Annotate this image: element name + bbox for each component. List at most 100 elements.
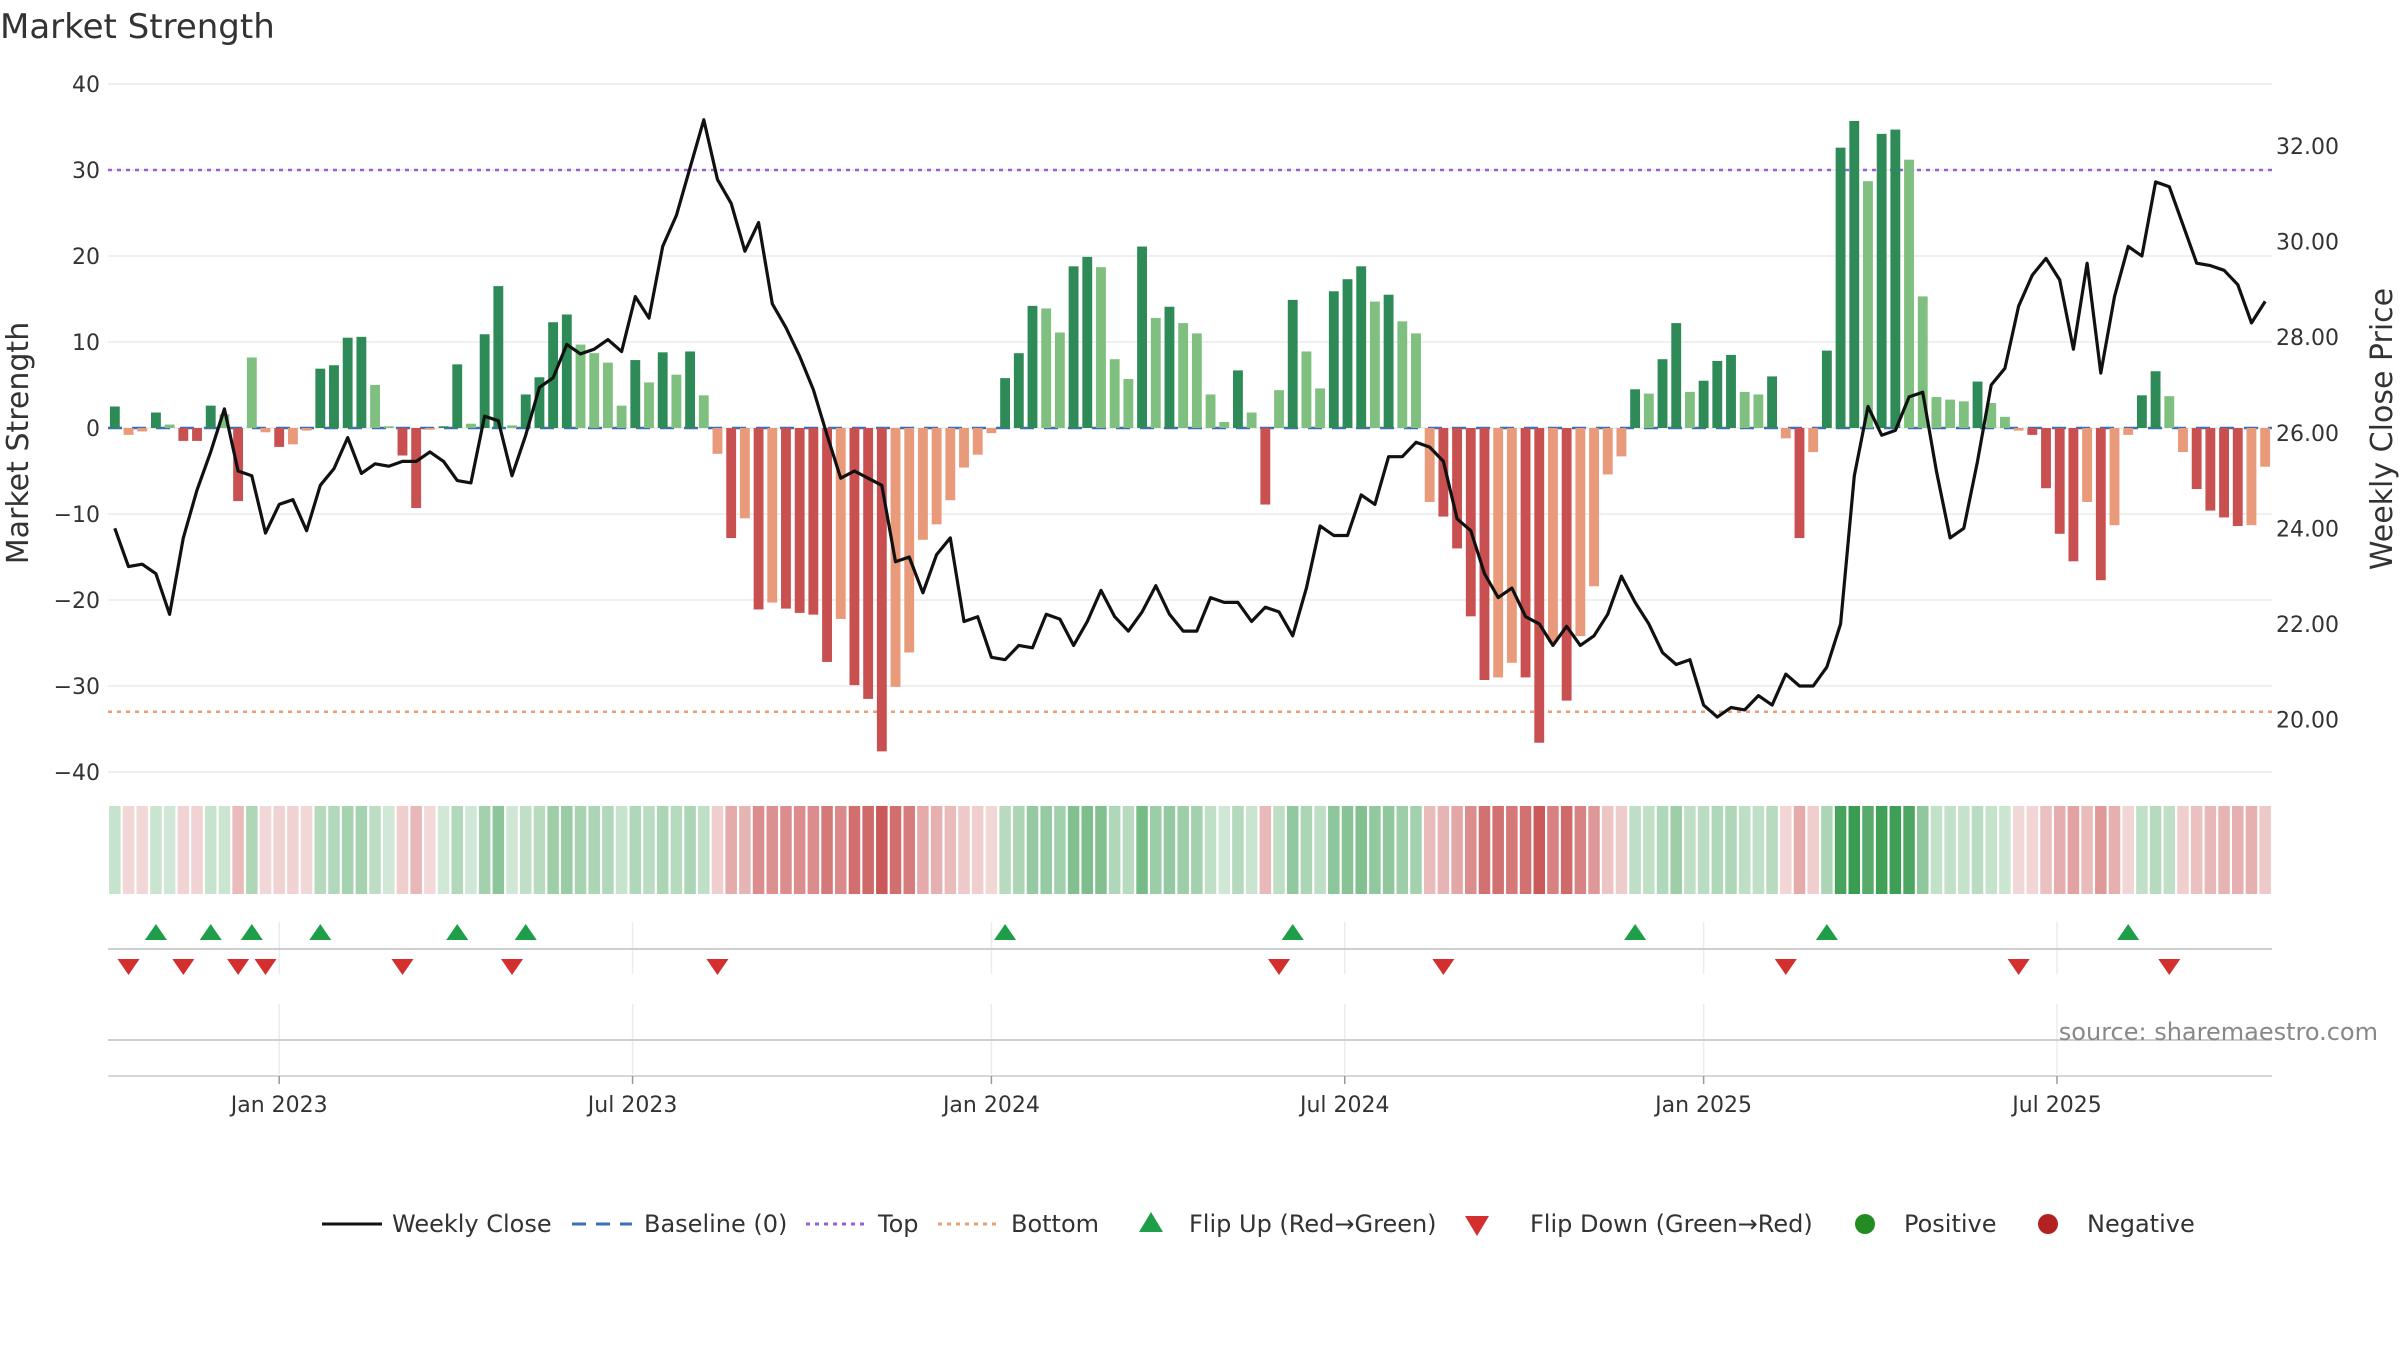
heat-cell (1793, 806, 1806, 894)
strength-bar (1150, 317, 1161, 428)
heat-cell (1916, 806, 1929, 894)
strength-bar (2082, 428, 2093, 502)
heat-cell (273, 806, 285, 894)
legend-bottom: Bottom (1011, 1210, 1099, 1238)
heat-cell (2259, 806, 2271, 894)
strength-bar (178, 428, 189, 441)
legend-flip-down-icon (1465, 1216, 1489, 1236)
strength-bar (561, 314, 572, 428)
heat-cell (1163, 806, 1176, 894)
strength-bars (109, 120, 2271, 752)
strength-bar (1890, 129, 1901, 428)
strength-bar (1575, 428, 1586, 637)
strength-bar (808, 428, 819, 615)
heat-cell (2190, 806, 2203, 894)
heat-cell (1738, 806, 1751, 894)
heat-cell (1232, 806, 1244, 894)
strength-bar (164, 424, 175, 428)
strength-bar (794, 428, 805, 613)
strength-bar (1000, 378, 1011, 428)
strength-bar (2232, 428, 2243, 527)
heat-cell (2218, 806, 2230, 894)
strength-bar (2095, 428, 2106, 581)
legend: Weekly Close Baseline (0) Top Bottom Fli… (322, 1210, 2195, 1238)
x-axis-ticks: Jan 2023 Jul 2023 Jan 2024 Jul 2024 Jan 2025… (229, 1076, 2102, 1118)
strength-bar (644, 382, 654, 428)
strength-bar (1383, 294, 1394, 428)
heat-cell (1177, 806, 1189, 894)
heat-cell (834, 806, 847, 894)
strength-bar (1534, 428, 1545, 743)
x-tick-label: Jan 2025 (1653, 1093, 1752, 1118)
heat-cell (1136, 806, 1148, 894)
heat-cell (259, 806, 272, 894)
heat-cell (2136, 806, 2148, 894)
heat-cell (1478, 806, 1491, 894)
heat-cell (2026, 806, 2039, 894)
flip-up-marker (199, 924, 222, 940)
strength-bar (1986, 403, 1997, 428)
heat-cell (1273, 806, 1285, 894)
strength-bar (1616, 428, 1627, 457)
heat-cell (1259, 806, 1272, 894)
strength-bar (835, 428, 846, 619)
strength-bar (1712, 360, 1723, 428)
heat-cell (793, 806, 806, 894)
heat-cell (1821, 806, 1833, 894)
flip-markers (108, 922, 2272, 975)
legend-baseline: Baseline (0) (644, 1210, 787, 1238)
strength-bar (301, 428, 312, 431)
strength-bar (1904, 159, 1914, 428)
heat-cell (424, 806, 436, 894)
heat-cell (766, 806, 779, 894)
legend-negative-icon (2038, 1214, 2058, 1234)
flip-up-marker (1624, 924, 1647, 940)
heat-cell (698, 806, 710, 894)
heat-cell (848, 806, 861, 894)
strength-bar (2027, 428, 2038, 435)
strength-bar (1369, 301, 1380, 428)
strength-bar (1684, 391, 1695, 428)
y-tick-label: 40 (72, 73, 100, 98)
heat-cell (643, 806, 655, 894)
strength-bar (698, 395, 709, 428)
strength-bar (1274, 390, 1284, 428)
heat-cell (821, 806, 833, 894)
heat-cell (958, 806, 970, 894)
strength-bar (1027, 305, 1038, 428)
heat-cell (136, 806, 148, 894)
strength-bar (411, 428, 422, 508)
strength-bar (1438, 428, 1449, 517)
heat-cell (204, 806, 217, 894)
heat-cell (218, 806, 231, 894)
flip-down-marker (117, 959, 140, 975)
strength-bar (1780, 428, 1791, 439)
heat-cell (1423, 806, 1436, 894)
strength-bar (1123, 378, 1134, 428)
strength-bar (739, 428, 750, 519)
strength-bar (534, 377, 545, 428)
strength-bar (219, 414, 230, 428)
strength-bar (1958, 401, 1969, 428)
heat-cell (561, 806, 573, 894)
y-tick-label: 30 (72, 159, 100, 184)
strength-bar (959, 428, 969, 468)
heat-cell (2081, 806, 2093, 894)
heat-cell (1560, 806, 1573, 894)
strength-bar (1356, 266, 1367, 428)
strength-bar (1164, 306, 1175, 428)
heat-cell (1191, 806, 1203, 894)
strength-bar (2191, 428, 2202, 490)
heat-cell (2108, 806, 2121, 894)
strength-bar (2041, 428, 2051, 489)
flip-up-marker (514, 924, 537, 940)
strength-bar (1452, 428, 1463, 549)
heat-cell (1985, 806, 1997, 894)
strength-bar (123, 428, 134, 435)
heat-cell (1081, 806, 1094, 894)
heat-cell (1601, 806, 1614, 894)
heat-cell (150, 806, 162, 894)
heat-cell (369, 806, 381, 894)
heat-cell (711, 806, 724, 894)
flip-up-marker (240, 924, 263, 940)
